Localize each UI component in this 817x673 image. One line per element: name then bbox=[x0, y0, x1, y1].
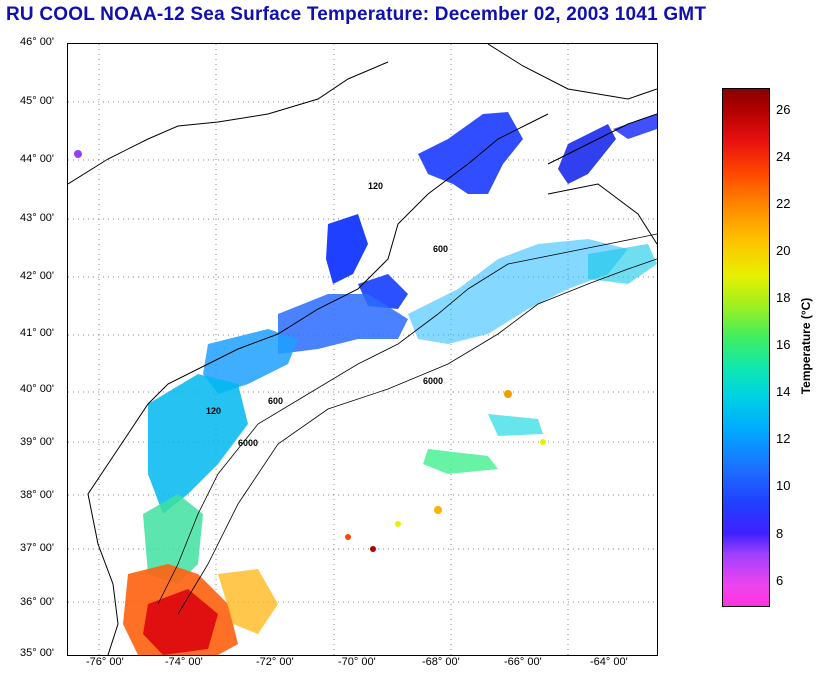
sst-map: 120 600 6000 6000 600 120 bbox=[67, 43, 658, 656]
colorbar-tick-8: 8 bbox=[776, 526, 784, 541]
temperature-colorbar bbox=[722, 88, 770, 607]
lon-label-68: -68° 00' bbox=[422, 656, 460, 668]
lat-label-42: 42° 00' bbox=[20, 270, 55, 282]
colorbar-tick-22: 22 bbox=[776, 196, 791, 211]
colorbar-tick-18: 18 bbox=[776, 290, 791, 305]
lat-label-41: 41° 00' bbox=[20, 327, 55, 339]
coastline bbox=[68, 44, 657, 655]
contour-label-600-b: 600 bbox=[433, 244, 448, 254]
lon-label-66: -66° 00' bbox=[504, 656, 542, 668]
lon-label-70: -70° 00' bbox=[338, 656, 376, 668]
lon-label-74: -74° 00' bbox=[165, 656, 203, 668]
map-title: RU COOL NOAA-12 Sea Surface Temperature:… bbox=[6, 4, 707, 25]
lat-label-37: 37° 00' bbox=[20, 542, 55, 554]
contour-label-6000-b: 6000 bbox=[238, 438, 258, 448]
bathymetry-contours bbox=[157, 233, 657, 615]
lat-label-40: 40° 00' bbox=[20, 383, 55, 395]
contour-label-120: 120 bbox=[206, 406, 221, 416]
contour-labels: 120 600 6000 6000 600 120 bbox=[206, 181, 448, 448]
colorbar-tick-16: 16 bbox=[776, 337, 791, 352]
colorbar-title: Temperature (°C) bbox=[799, 297, 813, 395]
lat-label-39: 39° 00' bbox=[20, 436, 55, 448]
lat-label-38: 38° 00' bbox=[20, 489, 55, 501]
colorbar-tick-24: 24 bbox=[776, 149, 791, 164]
colorbar-tick-12: 12 bbox=[776, 431, 791, 446]
colorbar-tick-10: 10 bbox=[776, 478, 791, 493]
sst-imagery bbox=[74, 112, 657, 655]
colorbar-tick-26: 26 bbox=[776, 102, 791, 117]
contour-label-6000: 6000 bbox=[423, 376, 443, 386]
lon-label-72: -72° 00' bbox=[256, 656, 294, 668]
lat-label-45: 45° 00' bbox=[20, 95, 55, 107]
lon-label-64: -64° 00' bbox=[590, 656, 628, 668]
lon-label-76: -76° 00' bbox=[86, 656, 124, 668]
contour-label-600: 600 bbox=[268, 396, 283, 406]
lat-label-36: 36° 00' bbox=[20, 596, 55, 608]
colorbar-tick-14: 14 bbox=[776, 384, 791, 399]
lat-label-35: 35° 00' bbox=[20, 647, 55, 659]
lat-label-43: 43° 00' bbox=[20, 212, 55, 224]
colorbar-tick-6: 6 bbox=[776, 573, 784, 588]
colorbar-tick-20: 20 bbox=[776, 243, 791, 258]
sst-map-canvas: 120 600 6000 6000 600 120 bbox=[68, 44, 657, 655]
lat-label-46: 46° 00' bbox=[20, 36, 55, 48]
contour-label-120-b: 120 bbox=[368, 181, 383, 191]
lat-label-44: 44° 00' bbox=[20, 153, 55, 165]
